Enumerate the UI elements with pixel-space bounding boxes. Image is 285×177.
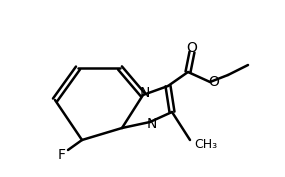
Text: N: N — [147, 117, 157, 131]
Text: CH₃: CH₃ — [194, 138, 217, 152]
Text: O: O — [209, 75, 219, 89]
Text: F: F — [58, 148, 66, 162]
Text: N: N — [140, 86, 150, 100]
Text: O: O — [187, 41, 198, 55]
